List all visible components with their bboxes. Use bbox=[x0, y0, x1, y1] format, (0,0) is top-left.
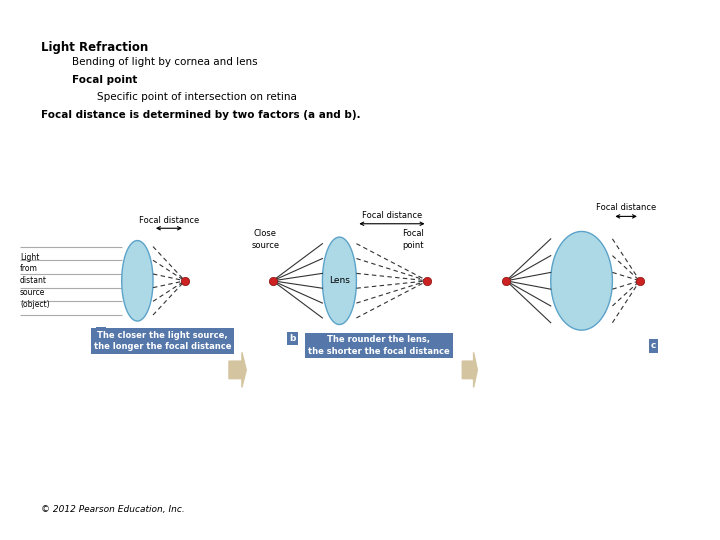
Text: Focal distance: Focal distance bbox=[361, 211, 422, 220]
Polygon shape bbox=[551, 232, 613, 330]
Polygon shape bbox=[323, 237, 356, 325]
Text: Lens: Lens bbox=[329, 276, 350, 285]
Text: b: b bbox=[289, 334, 295, 343]
Text: c: c bbox=[651, 341, 656, 350]
Text: Focal distance is determined by two factors (a and b).: Focal distance is determined by two fact… bbox=[41, 110, 361, 120]
Text: Focal point: Focal point bbox=[72, 75, 138, 85]
Text: Bending of light by cornea and lens: Bending of light by cornea and lens bbox=[72, 57, 258, 67]
Text: Close
source: Close source bbox=[251, 230, 279, 249]
Text: Specific point of intersection on retina: Specific point of intersection on retina bbox=[97, 92, 297, 102]
Text: Light Refraction: Light Refraction bbox=[41, 40, 148, 53]
Text: The closer the light source,
the longer the focal distance: The closer the light source, the longer … bbox=[94, 331, 231, 351]
Text: The rounder the lens,
the shorter the focal distance: The rounder the lens, the shorter the fo… bbox=[308, 335, 450, 355]
Text: Light
from
distant
source
(object): Light from distant source (object) bbox=[20, 253, 50, 309]
FancyArrow shape bbox=[229, 352, 246, 388]
Polygon shape bbox=[122, 240, 153, 321]
Text: a: a bbox=[98, 329, 104, 339]
Text: Focal distance: Focal distance bbox=[596, 203, 656, 212]
FancyArrow shape bbox=[462, 352, 477, 388]
Text: Focal distance: Focal distance bbox=[139, 216, 199, 225]
Text: Focal
point: Focal point bbox=[402, 230, 424, 249]
Text: © 2012 Pearson Education, Inc.: © 2012 Pearson Education, Inc. bbox=[41, 505, 185, 514]
